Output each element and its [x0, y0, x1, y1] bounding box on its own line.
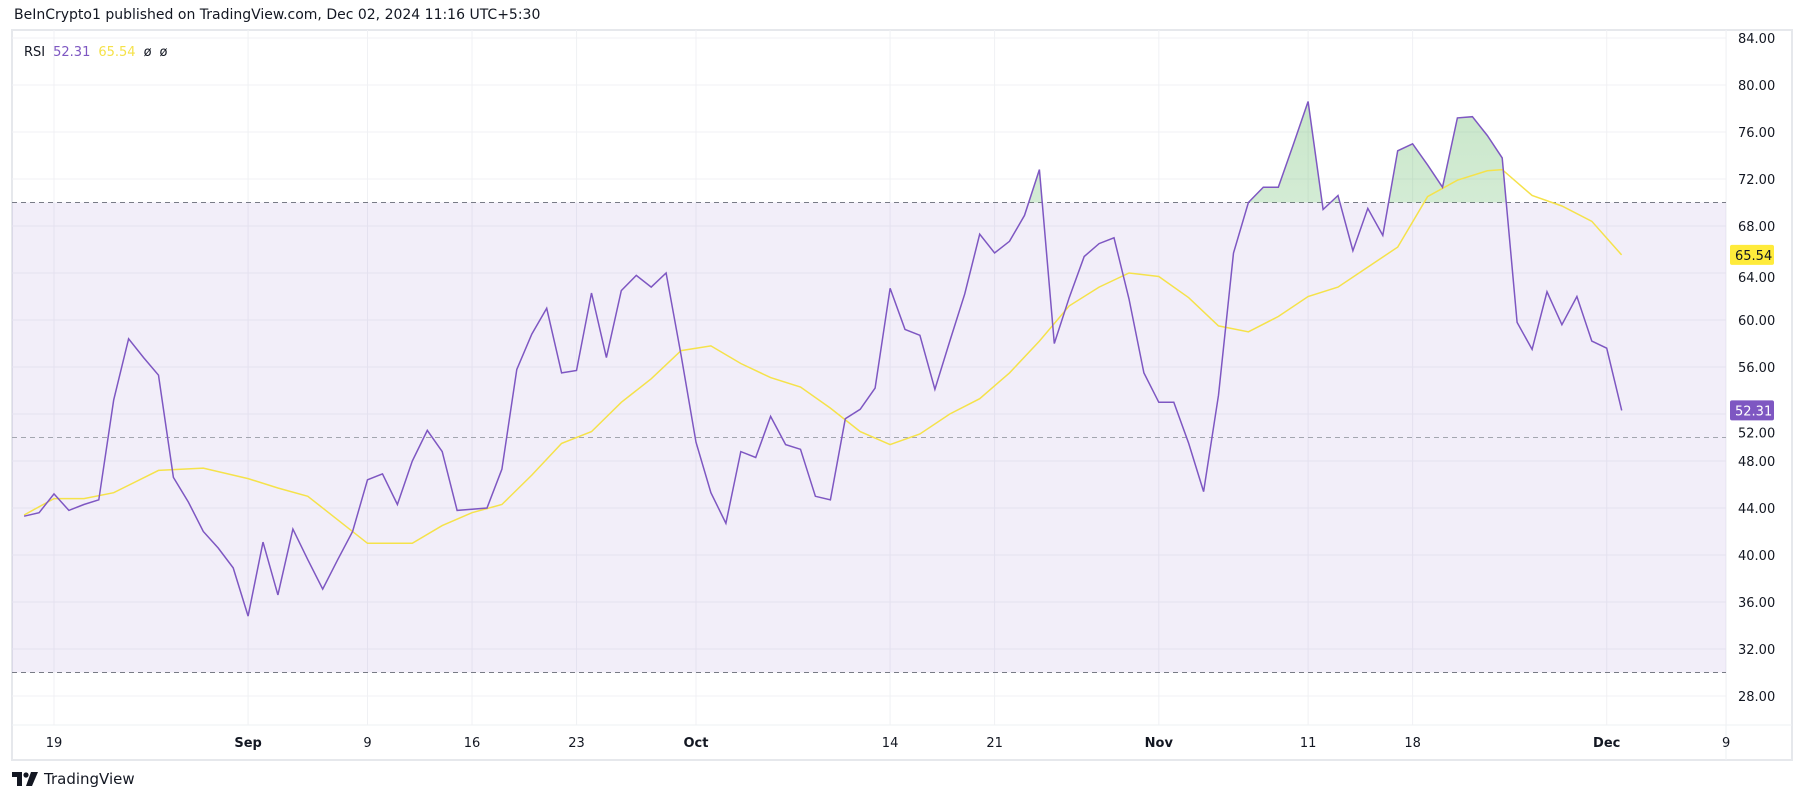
grid [12, 30, 1727, 725]
rsi-price-label: 52.31 [1730, 400, 1774, 421]
extra-value-2: ø [159, 45, 168, 60]
x-tick-label: 18 [1404, 736, 1421, 751]
extra-value-1: ø [143, 45, 152, 60]
y-tick-label: 64.00 [1738, 271, 1775, 286]
x-tick-label: 16 [464, 736, 481, 751]
y-tick-label: 60.00 [1738, 314, 1775, 329]
x-tick-label: 19 [46, 736, 63, 751]
rsi-value: 52.31 [53, 45, 91, 60]
x-tick-label: 21 [986, 736, 1003, 751]
publish-info: BeInCrypto1 published on TradingView.com… [14, 7, 541, 23]
y-tick-label: 56.00 [1738, 361, 1775, 376]
y-tick-label: 72.00 [1738, 173, 1775, 188]
indicator-legend[interactable]: RSI 52.31 65.54 ø ø [24, 45, 168, 60]
ma-last-value: 65.54 [1735, 249, 1772, 264]
x-tick-label: Oct [683, 736, 708, 751]
y-tick-label: 32.00 [1738, 643, 1775, 658]
y-tick-label: 76.00 [1738, 126, 1775, 141]
x-tick-label: Dec [1593, 736, 1620, 751]
y-tick-label: 44.00 [1738, 502, 1775, 517]
overbought-fill [24, 101, 1622, 203]
x-tick-label: 23 [568, 736, 585, 751]
chart-frame [11, 29, 1793, 761]
y-tick-label: 28.00 [1738, 690, 1775, 705]
x-tick-label: 9 [1722, 736, 1730, 751]
y-tick-label: 68.00 [1738, 220, 1775, 235]
ma-line [23, 168, 1623, 545]
tradingview-logo-icon [12, 772, 38, 786]
x-axis: 19 Sep 9 16 23 Oct 14 21 Nov 11 18 Dec 9 [46, 736, 1731, 751]
y-tick-label: 40.00 [1738, 549, 1775, 564]
y-tick-label: 36.00 [1738, 596, 1775, 611]
ma-price-label: 65.54 [1730, 244, 1774, 265]
y-tick-label: 48.00 [1738, 455, 1775, 470]
x-tick-label: Nov [1145, 736, 1174, 751]
x-tick-label: 14 [882, 736, 899, 751]
x-tick-label: 11 [1300, 736, 1317, 751]
brand-name: TradingView [44, 770, 135, 788]
rsi-line [23, 101, 1623, 617]
y-tick-label: 80.00 [1738, 79, 1775, 94]
ma-value: 65.54 [98, 45, 136, 60]
rsi-points [24, 101, 1622, 617]
x-tick-label: Sep [234, 736, 262, 751]
rsi-last-value: 52.31 [1735, 404, 1772, 419]
indicator-name: RSI [24, 45, 46, 60]
tradingview-logo[interactable]: TradingView [12, 770, 135, 788]
x-tick-label: 9 [363, 736, 371, 751]
y-tick-label: 84.00 [1738, 32, 1775, 47]
y-axis: 84.00 80.00 76.00 72.00 68.00 64.00 60.00 56.00… [1738, 32, 1775, 705]
y-tick-label: 52.00 [1738, 426, 1775, 441]
